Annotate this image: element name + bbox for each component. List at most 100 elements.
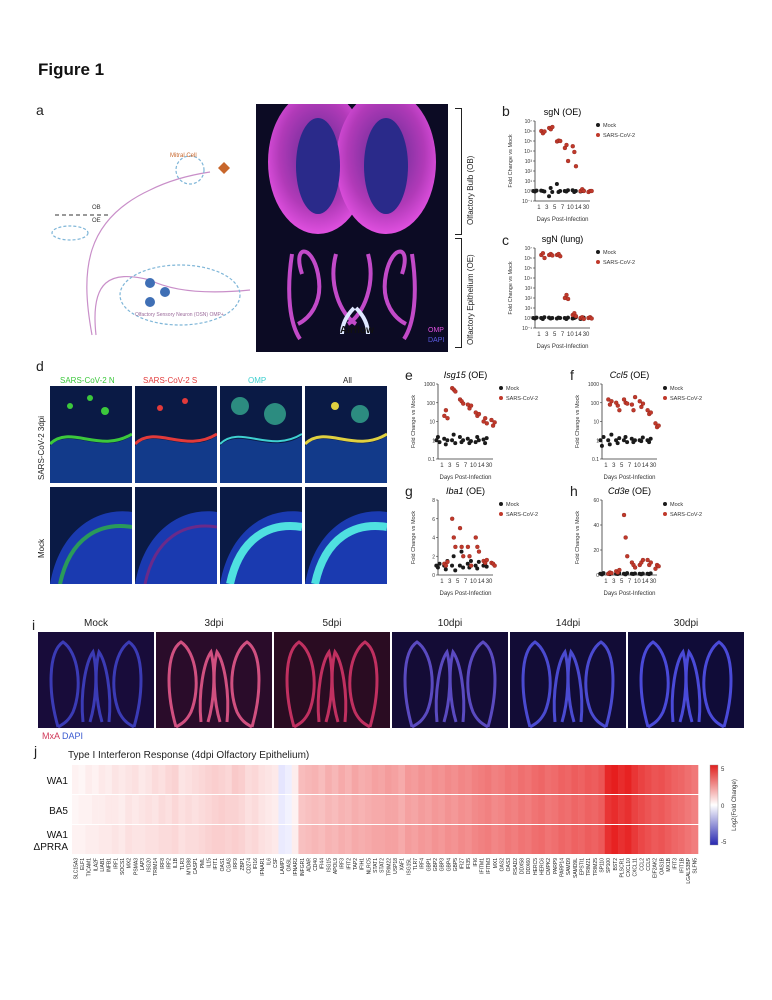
heatmap-cell bbox=[305, 795, 313, 824]
x-tick-label: 30 bbox=[486, 579, 493, 585]
y-tick-label: 4 bbox=[432, 536, 435, 542]
d-img-all-mock bbox=[305, 487, 387, 584]
heatmap-cell bbox=[524, 825, 532, 854]
heatmap-cell bbox=[198, 795, 206, 824]
data-point-mock bbox=[453, 441, 458, 446]
heatmap-cell bbox=[484, 825, 492, 854]
heatmap-cell bbox=[85, 795, 93, 824]
heatmap-cell bbox=[431, 765, 439, 794]
turbinate-outline bbox=[670, 648, 688, 723]
heatmap-cell bbox=[591, 795, 599, 824]
data-point-sars bbox=[483, 416, 488, 421]
panel-i-col-label: 10dpi bbox=[437, 618, 463, 629]
heatmap-cell bbox=[404, 795, 412, 824]
x-tick-label: 3 bbox=[448, 579, 452, 585]
heatmap-cell bbox=[91, 795, 99, 824]
heatmap-cell bbox=[105, 795, 113, 824]
heatmap-cell bbox=[631, 765, 639, 794]
heatmap-cell bbox=[464, 825, 472, 854]
data-point-sars bbox=[489, 417, 494, 423]
legend-label: Mock bbox=[603, 250, 616, 256]
heatmap-cell bbox=[271, 795, 279, 824]
gene-label: RSAD2 bbox=[513, 858, 519, 875]
legend-label: SARS-CoV-2 bbox=[670, 396, 702, 402]
gene-label: TLR3 bbox=[180, 858, 186, 870]
turbinate-outline bbox=[212, 648, 230, 723]
data-point-sars bbox=[625, 401, 630, 406]
heatmap-cell bbox=[378, 765, 386, 794]
heatmap-cell bbox=[544, 825, 552, 854]
d-img-omp-3dpi bbox=[220, 386, 302, 483]
x-tick-label: 14 bbox=[478, 579, 485, 585]
d-img-n-3dpi bbox=[50, 386, 132, 483]
x-tick-label: 10 bbox=[634, 579, 641, 585]
gene-label: IFITM1 bbox=[480, 858, 486, 874]
turbinate-outline bbox=[167, 640, 198, 728]
oe-section-label: Olfactory Epithelium (OE) bbox=[466, 254, 475, 345]
heatmap-cell bbox=[571, 795, 579, 824]
heatmap-cell bbox=[398, 765, 406, 794]
legend-label: Mock bbox=[506, 502, 519, 508]
x-tick-label: 7 bbox=[561, 332, 565, 338]
heatmap-cell bbox=[511, 795, 519, 824]
colorbar-tick-label: 0 bbox=[721, 804, 725, 810]
data-point-mock bbox=[457, 434, 462, 439]
gene-label: MX2 bbox=[127, 858, 133, 869]
heatmap-cell bbox=[611, 765, 619, 794]
x-tick-label: 7 bbox=[628, 579, 632, 585]
d-img-all-3dpi bbox=[305, 386, 387, 483]
heatmap-cell bbox=[504, 765, 512, 794]
mxa-legend: MxA bbox=[42, 731, 60, 741]
gene-label: STAT2 bbox=[380, 858, 386, 873]
gene-label: PARP9 bbox=[553, 858, 559, 874]
d-col-s: SARS-CoV-2 S bbox=[143, 376, 198, 385]
turbinate-outline bbox=[49, 640, 80, 728]
data-point-mock bbox=[625, 440, 630, 445]
heatmap-cell bbox=[691, 825, 699, 854]
d-col-n: SARS-CoV-2 N bbox=[60, 376, 115, 385]
heatmap-cell bbox=[684, 795, 692, 824]
gene-label: EIF2AK2 bbox=[653, 858, 659, 878]
heatmap-cell bbox=[424, 765, 432, 794]
panel-label-h: h bbox=[570, 483, 578, 499]
heatmap-cell bbox=[438, 765, 446, 794]
legend-label: Mock bbox=[506, 386, 519, 392]
turbinate-outline bbox=[285, 640, 316, 728]
gene-label: SOCS1 bbox=[120, 858, 126, 875]
gene-label: TLR7 bbox=[413, 858, 419, 870]
chart-j-heatmap: Type I Interferon Response (4dpi Olfacto… bbox=[34, 750, 738, 884]
x-tick-label: 5 bbox=[620, 579, 624, 585]
gene-label: CSF bbox=[273, 858, 279, 868]
x-axis-label: Days Post-Infection bbox=[603, 475, 655, 481]
heatmap-cell bbox=[471, 765, 479, 794]
heatmap-cell bbox=[98, 825, 106, 854]
heatmap-cell bbox=[365, 825, 372, 854]
panel-i-col-label: 5dpi bbox=[322, 618, 342, 629]
data-point-mock bbox=[648, 571, 653, 576]
data-point-sars bbox=[640, 401, 646, 406]
turbinate-outline bbox=[316, 648, 334, 723]
data-point-mock bbox=[476, 438, 481, 443]
heatmap-cell bbox=[378, 795, 386, 824]
legend-label: Mock bbox=[670, 502, 683, 508]
heatmap-cell bbox=[145, 765, 153, 794]
data-point-mock bbox=[465, 561, 470, 566]
data-point-sars bbox=[572, 149, 577, 155]
heatmap-cell bbox=[138, 765, 146, 794]
y-tick-label: 0.1 bbox=[428, 457, 435, 463]
colorbar-tick-label: 5 bbox=[721, 767, 725, 773]
heatmap-cell bbox=[72, 765, 79, 794]
heatmap-cell bbox=[211, 825, 219, 854]
olfactory-bulb-image bbox=[256, 104, 448, 352]
heatmap-cell bbox=[91, 825, 99, 854]
y-axis-label: Fold Change vs Mock bbox=[508, 261, 514, 314]
gene-label: MX1 bbox=[493, 858, 499, 869]
data-point-mock bbox=[599, 443, 604, 448]
heatmap-cell bbox=[538, 825, 546, 854]
heatmap-cell bbox=[291, 825, 299, 854]
heatmap-cell bbox=[198, 825, 206, 854]
heatmap-cell bbox=[678, 795, 685, 824]
heatmap-cell bbox=[604, 825, 612, 854]
heatmap-cell bbox=[664, 765, 672, 794]
